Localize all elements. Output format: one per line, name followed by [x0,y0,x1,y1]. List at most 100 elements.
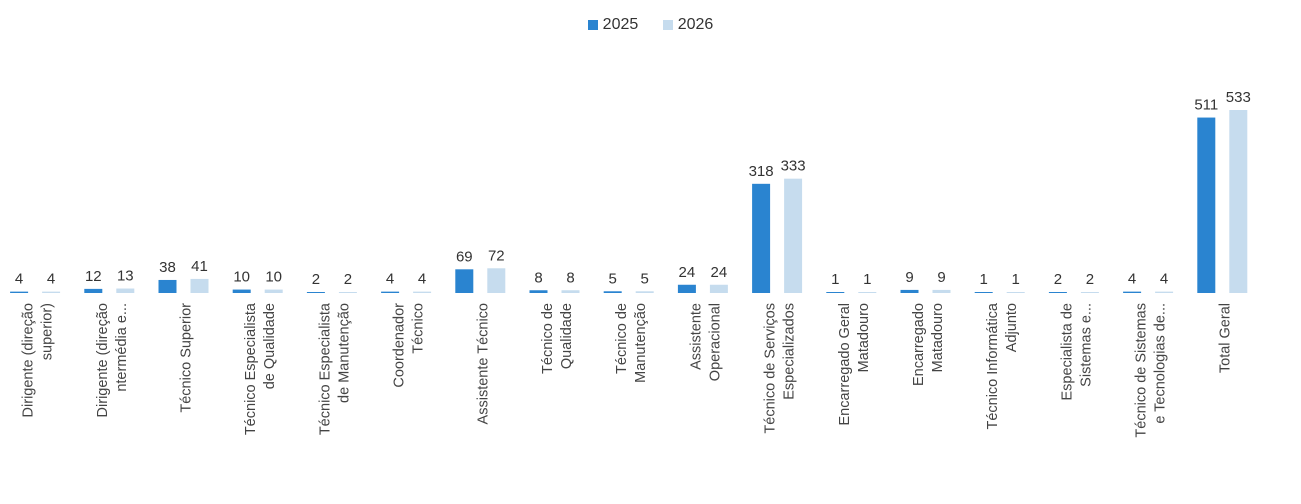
data-label-2025-assistente-operacional: 24 [679,264,696,281]
bar-2025-assistente-operacional [677,284,696,293]
category-label-line: Técnico Especialista [243,302,259,435]
data-label-2026-t-cnico-especialista-de-qualidade: 10 [265,269,282,286]
data-label-2026-encarregado-matadouro: 9 [937,269,945,286]
category-label-line: Encarregado [911,303,927,386]
data-label-2025-t-cnico-de-manuten-o: 5 [609,270,617,287]
data-label-2025-t-cnico-especialista-de-qualidade: 10 [233,269,250,286]
category-label-line: Técnico de Sistemas [1134,303,1150,438]
data-label-2026-t-cnico-de-sistemas-e-tecnologias-de: 4 [1160,271,1168,288]
category-label-t-cnico-especialista-de-manuten-o: Técnico Especialista de Manutenção [317,302,352,435]
legend-swatch-2025 [587,20,598,30]
data-label-2026-especialista-de-sistemas-e: 2 [1086,271,1094,288]
category-label-line: Matadouro [930,303,946,372]
data-label-2025-t-cnico-especialista-de-manuten-o: 2 [312,271,320,288]
category-label-line: de Manutenção [336,303,352,403]
category-label-line: Técnico Especialista [317,302,333,435]
bar-2026-dirigente-dire-o-superior [42,291,61,293]
category-label-line: ntermédia e... [114,303,130,392]
data-label-2026-t-cnico-de-manuten-o: 5 [641,270,649,287]
data-label-2026-assistente-t-cnico: 72 [488,247,505,264]
category-label-line: de Qualidade [262,303,278,389]
data-label-2025-t-cnico-de-qualidade: 8 [534,269,542,286]
category-label-line: Assistente Técnico [475,303,491,424]
bar-2026-t-cnico-especialista-de-qualidade [264,289,283,293]
category-label-line: Sistemas e... [1078,303,1094,387]
category-label-dirigente-dire-o-superior: Dirigente (direção superior) [21,303,56,417]
category-label-dirigente-dire-o-nterm-dia-e: Dirigente (direção ntermédia e... [95,303,130,417]
chart-legend: 2025 2026 [0,16,1301,34]
bar-2025-t-cnico-de-manuten-o [603,291,622,293]
bar-2026-encarregado-matadouro [932,289,951,293]
category-label-total-geral: Total Geral [1217,303,1233,373]
bar-2026-t-cnico-inform-tica-adjunto [1006,292,1025,293]
category-label-line: Total Geral [1217,303,1233,373]
bar-2026-assistente-operacional [709,284,728,293]
legend-item-2025: 2025 [587,16,638,34]
category-label-especialista-de-sistemas-e: Especialista de Sistemas e... [1059,303,1094,401]
bar-2025-encarregado-geral-matadouro [826,292,845,293]
category-label-coordenador-t-cnico: Coordenador Técnico [392,303,427,388]
bar-2025-coordenador-t-cnico [381,291,400,293]
category-label-line: Operacional [707,303,723,381]
legend-label-2026: 2026 [677,16,714,33]
data-label-2025-t-cnico-de-sistemas-e-tecnologias-de: 4 [1128,271,1136,288]
category-label-line: superior) [40,303,56,360]
bar-2026-t-cnico-superior [190,278,209,293]
category-label-encarregado-geral-matadouro: Encarregado Geral Matadouro [837,303,872,426]
data-label-2026-dirigente-dire-o-superior: 4 [47,271,55,288]
bar-2025-t-cnico-de-servi-os-especializados [752,183,771,293]
category-label-line: Encarregado Geral [837,303,853,426]
bar-2025-t-cnico-especialista-de-manuten-o [306,292,325,293]
data-label-2026-coordenador-t-cnico: 4 [418,271,426,288]
category-label-line: Técnico Superior [179,303,195,413]
bar-2026-coordenador-t-cnico [413,291,432,293]
bar-2026-assistente-t-cnico [487,268,506,293]
bar-2025-t-cnico-especialista-de-qualidade [232,289,251,293]
data-label-2025-especialista-de-sistemas-e: 2 [1054,271,1062,288]
data-label-2026-total-geral: 533 [1226,89,1251,106]
data-label-2025-t-cnico-inform-tica-adjunto: 1 [980,271,988,288]
bar-2025-t-cnico-superior [158,279,177,293]
bar-2026-dirigente-dire-o-nterm-dia-e [116,288,135,293]
bar-2026-total-geral [1229,110,1248,293]
bar-2025-total-geral [1197,117,1216,294]
data-label-2025-t-cnico-de-servi-os-especializados: 318 [749,163,774,180]
category-label-line: Assistente [688,303,704,370]
bar-2025-t-cnico-de-sistemas-e-tecnologias-de [1123,291,1142,293]
category-label-line: Especializados [782,303,798,400]
data-label-2026-t-cnico-superior: 41 [191,258,208,275]
category-label-line: Técnico Informática [985,302,1001,429]
category-label-line: Dirigente (direção [95,303,111,417]
bar-2026-t-cnico-de-sistemas-e-tecnologias-de [1155,291,1174,293]
bar-2025-dirigente-dire-o-nterm-dia-e [84,288,103,293]
bar-2025-assistente-t-cnico [455,269,474,293]
legend-swatch-2026 [662,20,673,30]
data-label-2025-total-geral: 511 [1194,97,1218,114]
bar-2026-t-cnico-de-manuten-o [635,291,654,293]
category-label-line: Matadouro [856,303,872,372]
category-label-line: Especialista de [1059,303,1075,401]
category-label-line: Técnico de Serviços [763,303,779,434]
bar-2026-encarregado-geral-matadouro [858,292,877,293]
data-label-2026-assistente-operacional: 24 [711,264,728,281]
data-label-2025-encarregado-matadouro: 9 [905,269,913,286]
bar-2025-especialista-de-sistemas-e [1048,292,1067,293]
category-label-line: Técnico [411,303,427,354]
category-label-line: Dirigente (direção [21,303,37,417]
category-label-t-cnico-de-manuten-o: Técnico de Manutenção [614,303,649,383]
bar-2026-t-cnico-de-qualidade [561,290,580,293]
category-label-t-cnico-superior: Técnico Superior [179,303,195,413]
data-label-2025-assistente-t-cnico: 69 [456,248,473,265]
category-label-t-cnico-de-servi-os-especializados: Técnico de Serviços Especializados [763,303,798,434]
category-label-assistente-operacional: Assistente Operacional [688,303,723,381]
bar-2026-especialista-de-sistemas-e [1080,292,1099,293]
category-label-t-cnico-especialista-de-qualidade: Técnico Especialista de Qualidade [243,302,278,435]
bar-2026-t-cnico-especialista-de-manuten-o [338,292,357,293]
bar-2025-dirigente-dire-o-superior [10,291,29,293]
data-label-2026-t-cnico-de-servi-os-especializados: 333 [781,158,806,175]
data-label-2026-t-cnico-de-qualidade: 8 [566,269,574,286]
category-label-line: Adjunto [1004,303,1020,352]
data-label-2026-t-cnico-inform-tica-adjunto: 1 [1012,271,1020,288]
category-label-line: Manutenção [633,303,649,383]
